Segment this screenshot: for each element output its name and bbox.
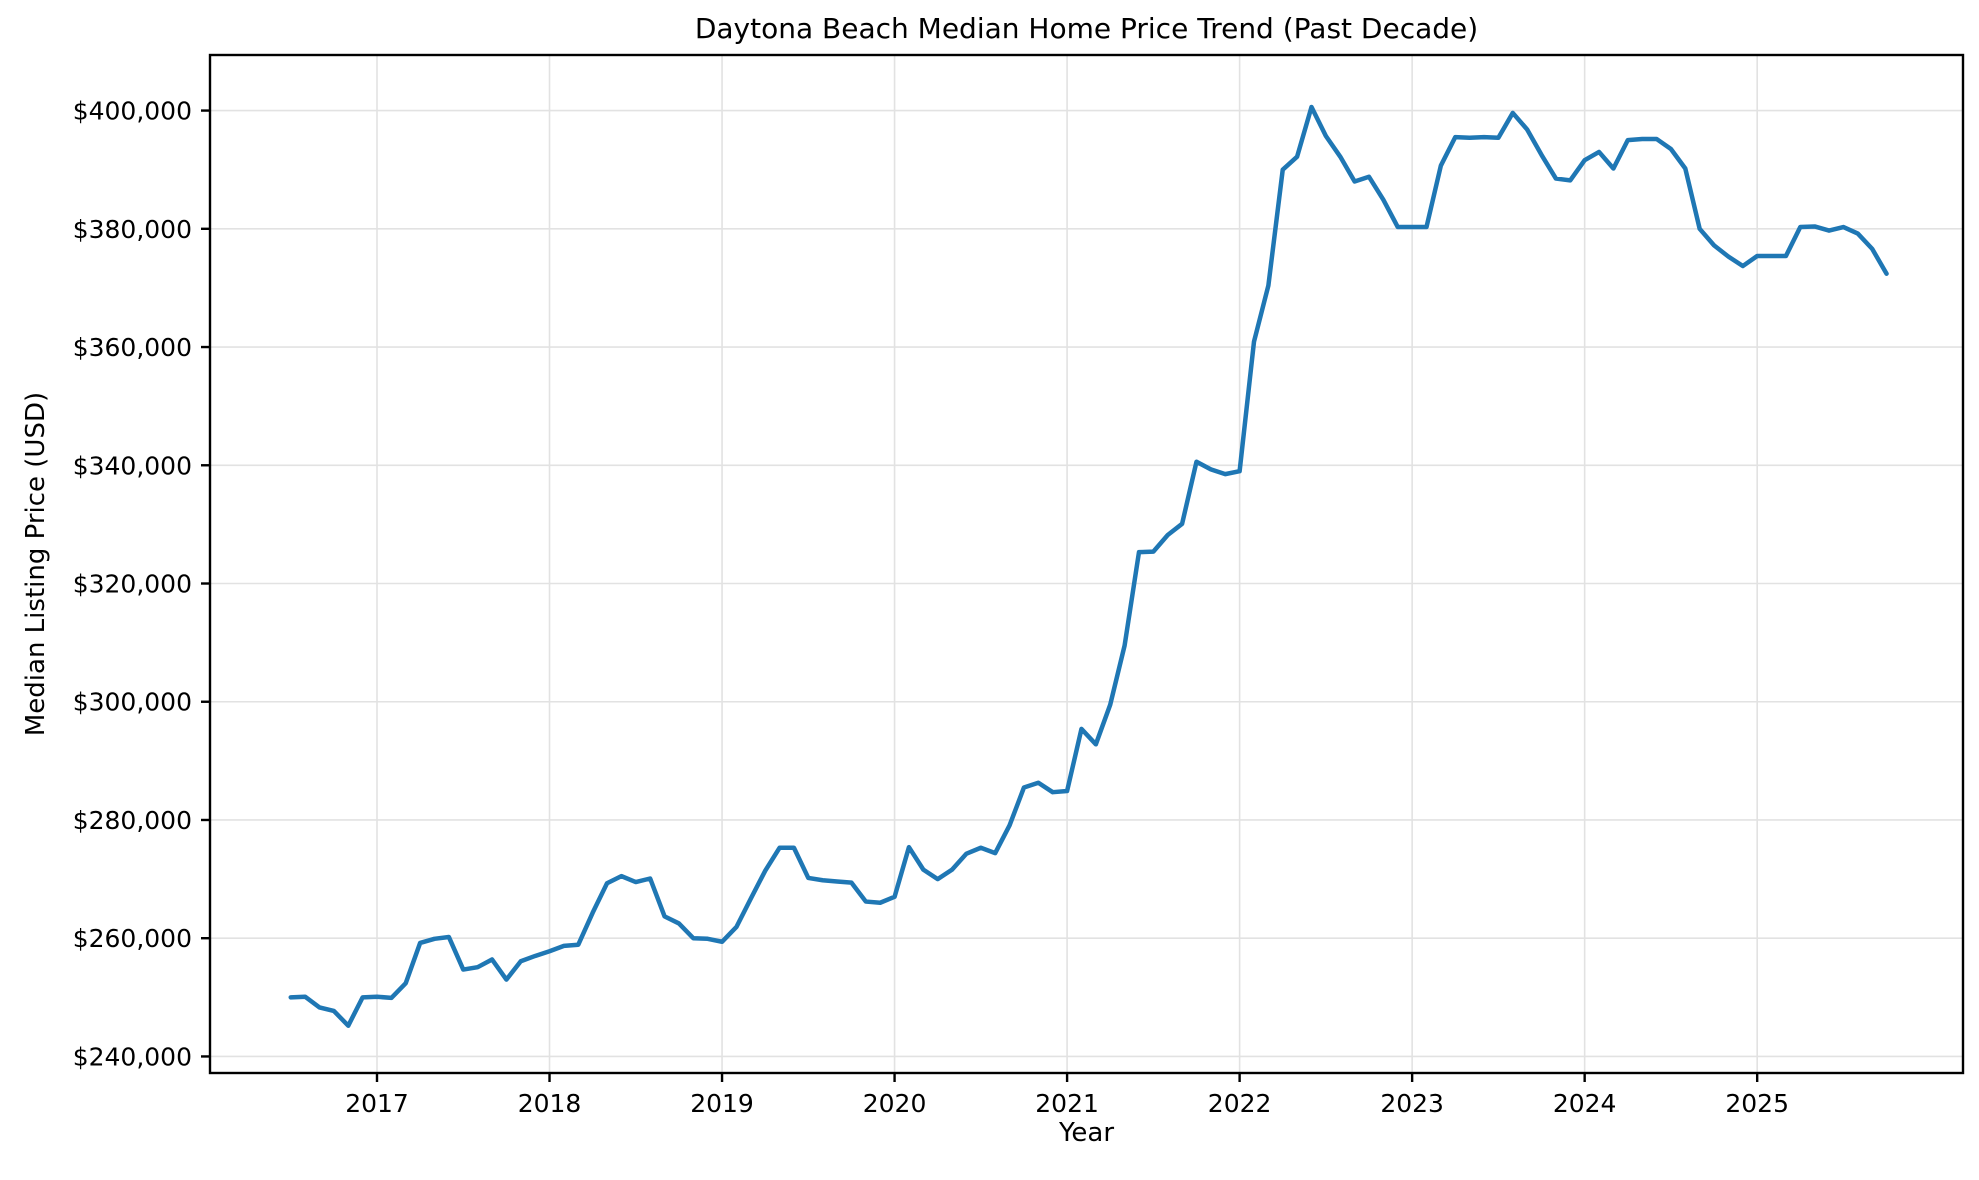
y-tick-label: $320,000	[73, 570, 192, 599]
y-tick-label: $340,000	[73, 451, 192, 480]
x-tick-label: 2017	[345, 1089, 409, 1118]
x-tick-label: 2025	[1725, 1089, 1789, 1118]
x-tick-label: 2024	[1553, 1089, 1617, 1118]
chart-title: Daytona Beach Median Home Price Trend (P…	[694, 12, 1479, 45]
y-tick-label: $380,000	[73, 215, 192, 244]
x-tick-label: 2018	[518, 1089, 582, 1118]
y-tick-label: $280,000	[73, 806, 192, 835]
y-tick-label: $360,000	[73, 333, 192, 362]
x-tick-label: 2021	[1035, 1089, 1099, 1118]
median-price-series-line	[288, 104, 1889, 1028]
x-tick-label: 2019	[690, 1089, 754, 1118]
x-axis-label: Year	[1058, 1118, 1115, 1148]
x-tick-label: 2022	[1208, 1089, 1272, 1118]
y-tick-label: $260,000	[73, 924, 192, 953]
y-tick-label: $240,000	[73, 1042, 192, 1071]
x-tick-label: 2023	[1380, 1089, 1444, 1118]
y-axis-label: Median Listing Price (USD)	[21, 391, 51, 737]
y-tick-label: $300,000	[73, 688, 192, 717]
y-tick-label: $400,000	[73, 97, 192, 126]
x-tick-label: 2020	[863, 1089, 927, 1118]
plot-frame	[208, 53, 1965, 1075]
